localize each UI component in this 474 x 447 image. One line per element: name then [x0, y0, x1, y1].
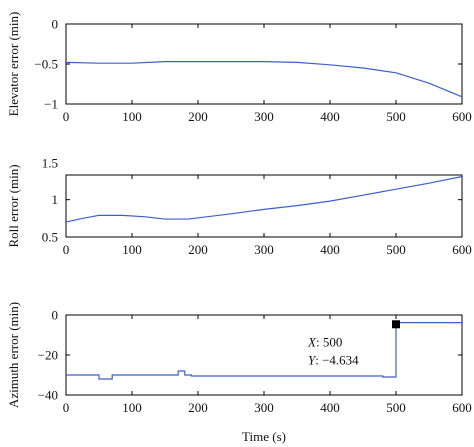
- roll-x-tick-label: 400: [320, 242, 340, 257]
- elevator-y-axis-title: Elevator error (min): [6, 12, 21, 117]
- datatip-y-readout: Y: −4.634: [308, 352, 359, 367]
- elevator-x-tick-label: 200: [188, 109, 208, 124]
- elevator-y-tick-label: 0: [52, 17, 59, 32]
- roll-y-tick-label: 0.5: [42, 230, 58, 245]
- elevator-x-tick-label: 500: [386, 109, 406, 124]
- azimuth-x-tick-label: 0: [63, 400, 70, 415]
- roll-series-line: [65, 175, 463, 223]
- elevator-x-tick-label: 0: [63, 109, 70, 124]
- roll-y-tick-label: 1.5: [42, 156, 58, 171]
- azimuth-x-tick-label: 100: [122, 400, 142, 415]
- azimuth-y-tick-label: 0: [52, 308, 59, 323]
- azimuth-y-tick-label: −20: [38, 348, 58, 363]
- roll-x-tick-label: 0: [63, 242, 70, 257]
- azimuth-y-axis-title: Azimuth error (min): [6, 302, 21, 408]
- datatip-x-readout: X: 500: [307, 334, 342, 349]
- elevator-x-tick-label: 300: [254, 109, 274, 124]
- elevator-series-line: [65, 60, 463, 98]
- elevator-x-tick-label: 600: [452, 109, 472, 124]
- elevator-y-tick-label: −0.5: [34, 57, 58, 72]
- roll-x-tick-label: 600: [452, 242, 472, 257]
- azimuth-x-axis-title: Time (s): [242, 429, 286, 444]
- subplot-azimuth: 0 100 200 300 400 500 600 0 −20 −40 Azimuth error …: [6, 302, 472, 444]
- roll-y-axis-title: Roll error (min): [6, 164, 21, 247]
- subplot-roll: 0 100 200 300 400 500 600 0.5 1 1.5 Roll error (mi…: [6, 156, 472, 258]
- azimuth-plot-frame: [65, 314, 463, 396]
- datatip-marker[interactable]: [392, 320, 400, 329]
- roll-plot-frame: [65, 174, 463, 238]
- roll-x-tick-label: 200: [188, 242, 208, 257]
- subplot-elevator: 0 100 200 300 400 500 600 0 −0.5 −1 Elevator error…: [6, 12, 472, 124]
- elevator-x-tick-label: 100: [122, 109, 142, 124]
- elevator-y-tick-label: −1: [44, 97, 58, 112]
- azimuth-x-tick-label: 400: [320, 400, 340, 415]
- roll-y-tick-label: 1: [52, 192, 59, 207]
- azimuth-x-tick-label: 600: [452, 400, 472, 415]
- elevator-x-tick-label: 400: [320, 109, 340, 124]
- roll-x-tick-label: 300: [254, 242, 274, 257]
- roll-x-tick-label: 100: [122, 242, 142, 257]
- azimuth-y-tick-label: −40: [38, 388, 58, 403]
- roll-x-tick-label: 500: [386, 242, 406, 257]
- azimuth-x-tick-label: 300: [254, 400, 274, 415]
- azimuth-series-line: [66, 322, 462, 380]
- azimuth-x-tick-label: 500: [386, 400, 406, 415]
- azimuth-x-tick-label: 200: [188, 400, 208, 415]
- elevator-plot-frame: [65, 23, 463, 105]
